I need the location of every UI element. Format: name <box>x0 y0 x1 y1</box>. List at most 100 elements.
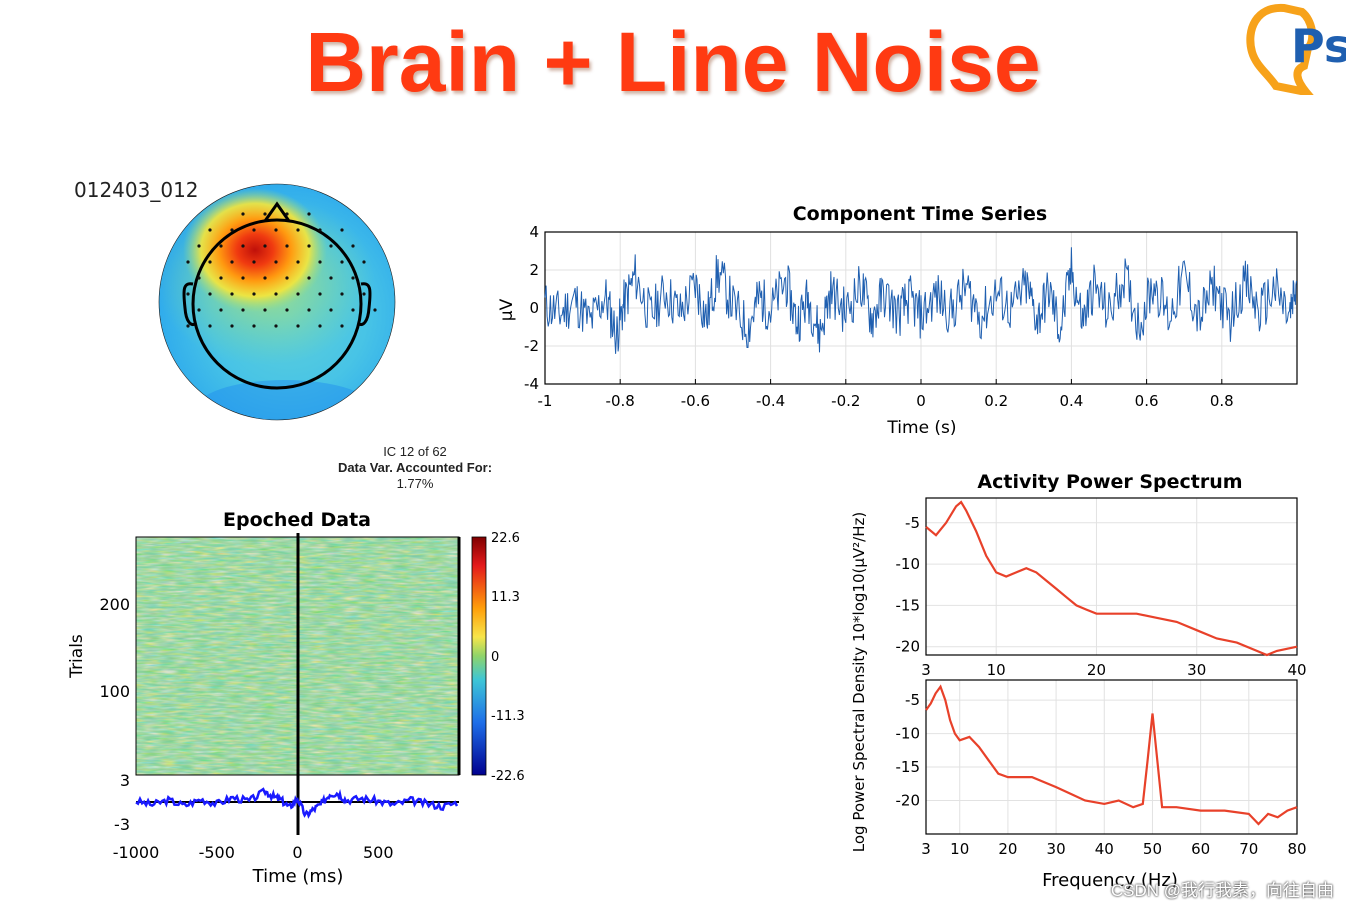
electrode-dot <box>340 324 344 328</box>
spectrum-top-axes <box>925 497 1298 656</box>
x-tick-label: 80 <box>1287 840 1306 858</box>
x-tick-label: 20 <box>998 840 1017 858</box>
colorbar-tick-min: -22.6 <box>491 769 525 784</box>
electrode-dot <box>285 212 289 216</box>
electrode-dot <box>219 276 223 280</box>
electrode-dot <box>362 260 366 264</box>
electrode-dot <box>230 292 234 296</box>
x-tick-label: -500 <box>199 843 235 862</box>
colorbar-tick-max: 22.6 <box>491 531 520 546</box>
x-tick-label: 10 <box>950 840 969 858</box>
electrode-dot <box>230 228 234 232</box>
spectrum-bottom-trace <box>925 684 1298 826</box>
x-tick-label: 0 <box>292 843 302 862</box>
time-series-title: Component Time Series <box>793 203 1048 225</box>
x-tick-label: 10 <box>987 661 1006 679</box>
electrode-dot <box>219 244 223 248</box>
power-spectrum-chart: Activity Power Spectrum Log Power Spectr… <box>850 471 1307 891</box>
y-tick-label: 2 <box>529 261 539 279</box>
electrode-dot <box>252 324 256 328</box>
electrode-dot <box>318 260 322 264</box>
x-tick-label: 0.2 <box>984 392 1008 410</box>
electrode-dot <box>296 292 300 296</box>
electrode-dot <box>208 292 212 296</box>
electrode-dot <box>197 244 201 248</box>
electrode-dot <box>241 212 245 216</box>
spectrum-ylabel: Log Power Spectral Density 10*log10(μV²/… <box>850 512 868 852</box>
electrode-dot <box>307 212 311 216</box>
electrode-dot <box>186 260 190 264</box>
epoched-ylabel: Trials <box>67 634 87 679</box>
electrode-dot <box>197 276 201 280</box>
electrode-dot <box>263 212 267 216</box>
y-tick-label: -15 <box>896 596 921 614</box>
epoched-data-chart: Epoched Data Trials 200 100 22.6 11.3 0 … <box>67 509 525 887</box>
x-tick-label: 500 <box>363 843 394 862</box>
electrode-dot <box>351 276 355 280</box>
electrode-dot <box>219 308 223 312</box>
y-tick-label: 0 <box>529 299 539 317</box>
epoched-title: Epoched Data <box>223 509 371 531</box>
erp-ytick-bottom: -3 <box>114 815 130 834</box>
y-tick-label: -15 <box>896 758 921 776</box>
electrode-dot <box>252 292 256 296</box>
x-tick-label: 30 <box>1187 661 1206 679</box>
y-tick-label: -20 <box>896 792 921 810</box>
ic-info: IC 12 of 62 Data Var. Accounted For: 1.7… <box>300 444 530 492</box>
electrode-dot <box>296 228 300 232</box>
epoched-ytick-200: 200 <box>99 595 130 614</box>
electrode-dot <box>307 244 311 248</box>
electrode-dot <box>318 292 322 296</box>
time-series-chart: Component Time Series -1 -0.8 -0.6 -0.4 -0.2… <box>497 203 1298 438</box>
x-tick-label: 40 <box>1095 840 1114 858</box>
y-tick-label: -10 <box>896 725 921 743</box>
electrode-dot <box>285 276 289 280</box>
scalp-map <box>158 183 396 421</box>
electrode-dot <box>318 324 322 328</box>
time-series-ylabel: μV <box>497 298 517 321</box>
electrode-dot <box>340 228 344 232</box>
y-tick-label: -2 <box>524 337 539 355</box>
x-tick-label: -0.2 <box>831 392 860 410</box>
electrode-dot <box>340 292 344 296</box>
erp-trace <box>135 787 459 819</box>
electrode-dot <box>329 244 333 248</box>
x-tick-label: 3 <box>921 661 931 679</box>
electrode-dot <box>241 308 245 312</box>
electrode-dot <box>285 244 289 248</box>
epoched-ytick-100: 100 <box>99 682 130 701</box>
electrode-dot <box>263 276 267 280</box>
time-series-xlabel: Time (s) <box>886 418 956 438</box>
colorbar-tick-mid-high: 11.3 <box>491 590 520 605</box>
epoched-xlabel: Time (ms) <box>252 866 344 887</box>
x-tick-label: 20 <box>1087 661 1106 679</box>
electrode-dot <box>230 260 234 264</box>
electrode-dot <box>318 228 322 232</box>
electrode-dot <box>197 308 201 312</box>
electrode-dot <box>351 244 355 248</box>
electrode-dot <box>208 228 212 232</box>
x-tick-label: 70 <box>1239 840 1258 858</box>
x-tick-label: -1 <box>538 392 553 410</box>
electrode-dot <box>263 244 267 248</box>
electrode-dot <box>274 260 278 264</box>
time-series-trace <box>544 247 1297 354</box>
spectrum-title: Activity Power Spectrum <box>977 471 1242 493</box>
erp-panel <box>135 787 459 819</box>
electrode-dot <box>373 308 377 312</box>
component-id: 012403_012 <box>74 178 199 202</box>
electrode-dot <box>274 324 278 328</box>
y-tick-label: -10 <box>896 555 921 573</box>
electrode-dot <box>285 308 289 312</box>
watermark: CSDN @我行我素，向往自由 <box>1110 881 1334 900</box>
electrode-dot <box>241 276 245 280</box>
logo-icon: Ps <box>1246 3 1346 95</box>
electrode-dot <box>186 292 190 296</box>
electrode-dot <box>307 276 311 280</box>
electrode-dot <box>241 244 245 248</box>
electrode-dot <box>307 308 311 312</box>
x-tick-label: 0.4 <box>1059 392 1083 410</box>
x-tick-label: -1000 <box>113 843 160 862</box>
electrode-dot <box>186 324 190 328</box>
electrode-dot <box>329 308 333 312</box>
